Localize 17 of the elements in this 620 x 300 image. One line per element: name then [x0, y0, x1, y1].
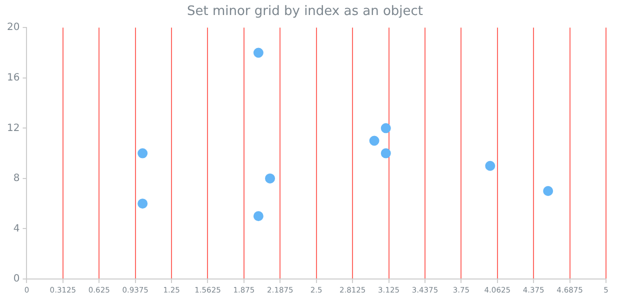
y-tick-label: 4 [13, 223, 20, 234]
chart-title: Set minor grid by index as an object [186, 4, 424, 20]
point [265, 173, 276, 184]
point [138, 148, 148, 158]
y-tick-label: 16 [6, 72, 20, 84]
point [543, 186, 554, 196]
point [380, 148, 391, 158]
point [485, 160, 496, 171]
y-tick-label: 20 [6, 22, 20, 34]
y-tick-label: 12 [6, 122, 20, 134]
y-tick-label: 0 [13, 274, 20, 285]
point [138, 198, 148, 209]
point [380, 123, 391, 134]
point [253, 48, 264, 58]
y-tick-label: 8 [13, 173, 20, 184]
point [253, 211, 264, 222]
point [369, 136, 380, 146]
